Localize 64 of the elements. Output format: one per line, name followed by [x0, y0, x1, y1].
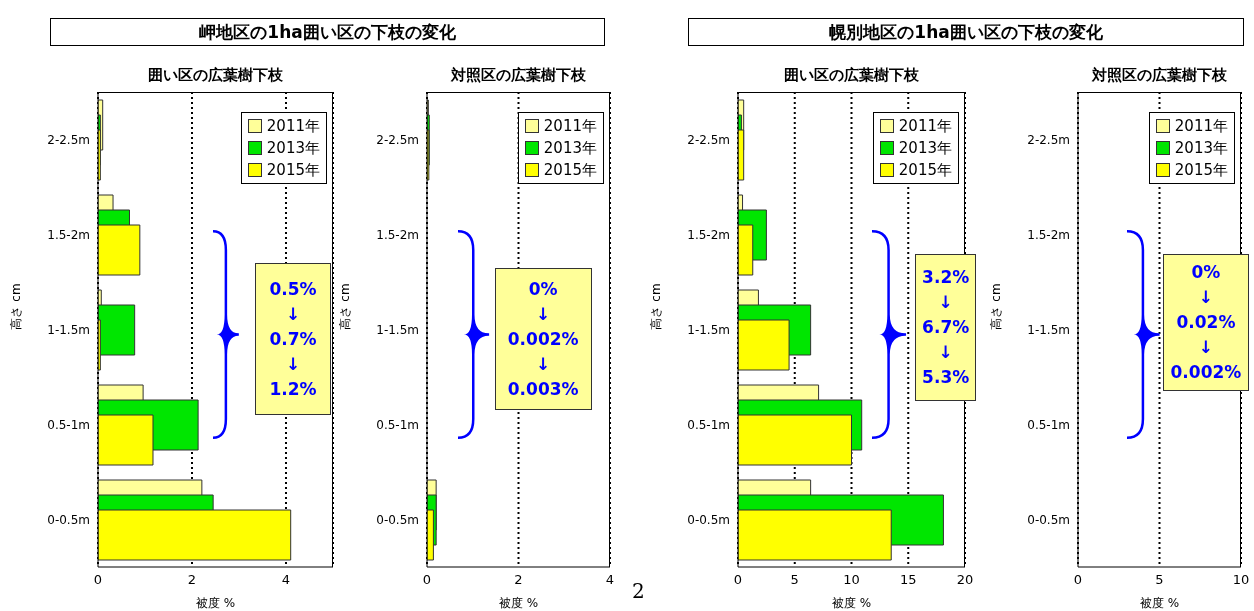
- x-axis-title: 被度 %: [498, 596, 539, 610]
- x-axis-title: 被度 %: [195, 596, 236, 610]
- legend-label: 2015年: [898, 160, 952, 181]
- chart-subtitle: 対照区の広葉樹下枝: [450, 66, 587, 85]
- legend-label: 2015年: [266, 160, 320, 181]
- chart-subtitle: 囲い区の広葉樹下枝: [147, 66, 284, 85]
- y-tick-label: 2-2.5m: [1027, 132, 1070, 147]
- y-tick-label: 0-0.5m: [687, 512, 730, 527]
- chart-subtitle: 対照区の広葉樹下枝: [1091, 66, 1228, 85]
- x-tick-label: 4: [605, 572, 615, 588]
- y-tick-label: 1.5-2m: [47, 227, 90, 242]
- y-tick-label: 0.5-1m: [47, 417, 90, 432]
- y-tick-label: 1-1.5m: [47, 322, 90, 337]
- legend-label: 2011年: [1174, 116, 1228, 137]
- y-axis-title: 高さ cm: [9, 283, 24, 330]
- y-axis-title: 高さ cm: [338, 283, 353, 330]
- x-tick-label: 4: [281, 572, 291, 588]
- x-tick-label: 15: [899, 572, 917, 588]
- legend-label: 2015年: [1174, 160, 1228, 181]
- annotation: 0.5% ↓ 0.7% ↓ 1.2%: [269, 277, 317, 401]
- x-axis-title: 被度 %: [1139, 596, 1180, 610]
- y-tick-label: 0-0.5m: [376, 512, 419, 527]
- legend-label: 2015年: [543, 160, 597, 181]
- x-tick-label: 2: [514, 572, 523, 588]
- x-axis-title: 被度 %: [831, 596, 872, 610]
- legend-label: 2011年: [543, 116, 597, 137]
- y-tick-label: 2-2.5m: [376, 132, 419, 147]
- y-tick-label: 1.5-2m: [1027, 227, 1070, 242]
- annotation: 3.2% ↓ 6.7% ↓ 5.3%: [922, 265, 970, 389]
- x-tick-label: 10: [843, 572, 860, 588]
- annotation: 0% ↓ 0.002% ↓ 0.003%: [507, 277, 579, 401]
- annotation: 0% ↓ 0.02% ↓ 0.002%: [1170, 260, 1242, 384]
- y-tick-label: 2-2.5m: [47, 132, 90, 147]
- y-tick-label: 0.5-1m: [1027, 417, 1070, 432]
- y-tick-label: 1-1.5m: [687, 322, 730, 337]
- legend-label: 2013年: [1174, 138, 1228, 159]
- x-tick-label: 0: [422, 572, 432, 588]
- x-tick-label: 10: [1232, 572, 1250, 588]
- x-tick-label: 0: [733, 572, 743, 588]
- y-axis-title: 高さ cm: [649, 283, 664, 330]
- legend-label: 2013年: [266, 138, 320, 159]
- y-tick-label: 2-2.5m: [687, 132, 730, 147]
- x-tick-label: 5: [790, 572, 799, 588]
- y-tick-label: 0.5-1m: [376, 417, 419, 432]
- chart-title: 幌別地区の1ha囲い区の下枝の変化: [688, 18, 1244, 46]
- y-axis-title: 高さ cm: [989, 283, 1004, 330]
- x-tick-label: 0: [1073, 572, 1083, 588]
- y-tick-label: 1.5-2m: [376, 227, 419, 242]
- x-tick-label: 20: [956, 572, 974, 588]
- chart-subtitle: 囲い区の広葉樹下枝: [783, 66, 920, 85]
- chart-title: 岬地区の1ha囲い区の下枝の変化: [50, 18, 605, 46]
- y-tick-label: 0-0.5m: [1027, 512, 1070, 527]
- legend-label: 2011年: [898, 116, 952, 137]
- legend-label: 2011年: [266, 116, 320, 137]
- y-tick-label: 1-1.5m: [376, 322, 419, 337]
- y-tick-label: 1.5-2m: [687, 227, 730, 242]
- x-tick-label: 5: [1155, 572, 1164, 588]
- x-tick-label: 2: [187, 572, 197, 588]
- y-tick-label: 0.5-1m: [687, 417, 730, 432]
- legend-label: 2013年: [543, 138, 597, 159]
- x-tick-label: 0: [93, 572, 103, 588]
- legend-label: 2013年: [898, 138, 952, 159]
- y-tick-label: 1-1.5m: [1027, 322, 1070, 337]
- y-tick-label: 0-0.5m: [47, 512, 90, 527]
